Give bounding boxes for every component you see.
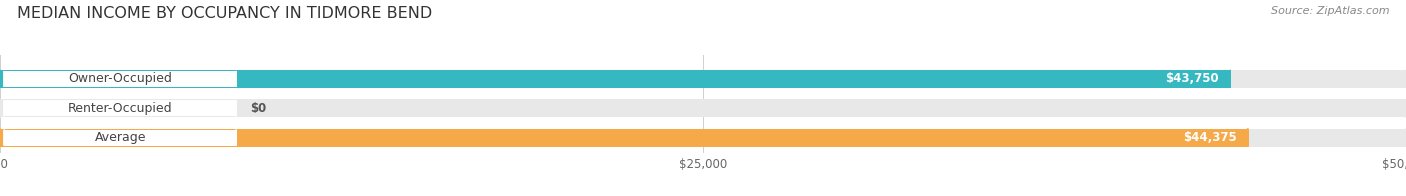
Text: MEDIAN INCOME BY OCCUPANCY IN TIDMORE BEND: MEDIAN INCOME BY OCCUPANCY IN TIDMORE BE…: [17, 6, 432, 21]
FancyBboxPatch shape: [0, 99, 1406, 117]
Text: Average: Average: [94, 131, 146, 144]
Text: $44,375: $44,375: [1182, 131, 1237, 144]
FancyBboxPatch shape: [0, 129, 1247, 147]
Text: Source: ZipAtlas.com: Source: ZipAtlas.com: [1271, 6, 1389, 16]
Text: Renter-Occupied: Renter-Occupied: [67, 102, 173, 115]
FancyBboxPatch shape: [0, 70, 1406, 88]
FancyBboxPatch shape: [0, 70, 1230, 88]
FancyBboxPatch shape: [4, 71, 236, 87]
FancyBboxPatch shape: [0, 129, 1406, 147]
FancyBboxPatch shape: [4, 130, 236, 146]
Text: $43,750: $43,750: [1166, 73, 1219, 85]
FancyBboxPatch shape: [4, 100, 236, 116]
Text: Owner-Occupied: Owner-Occupied: [69, 73, 172, 85]
Text: $0: $0: [250, 102, 267, 115]
